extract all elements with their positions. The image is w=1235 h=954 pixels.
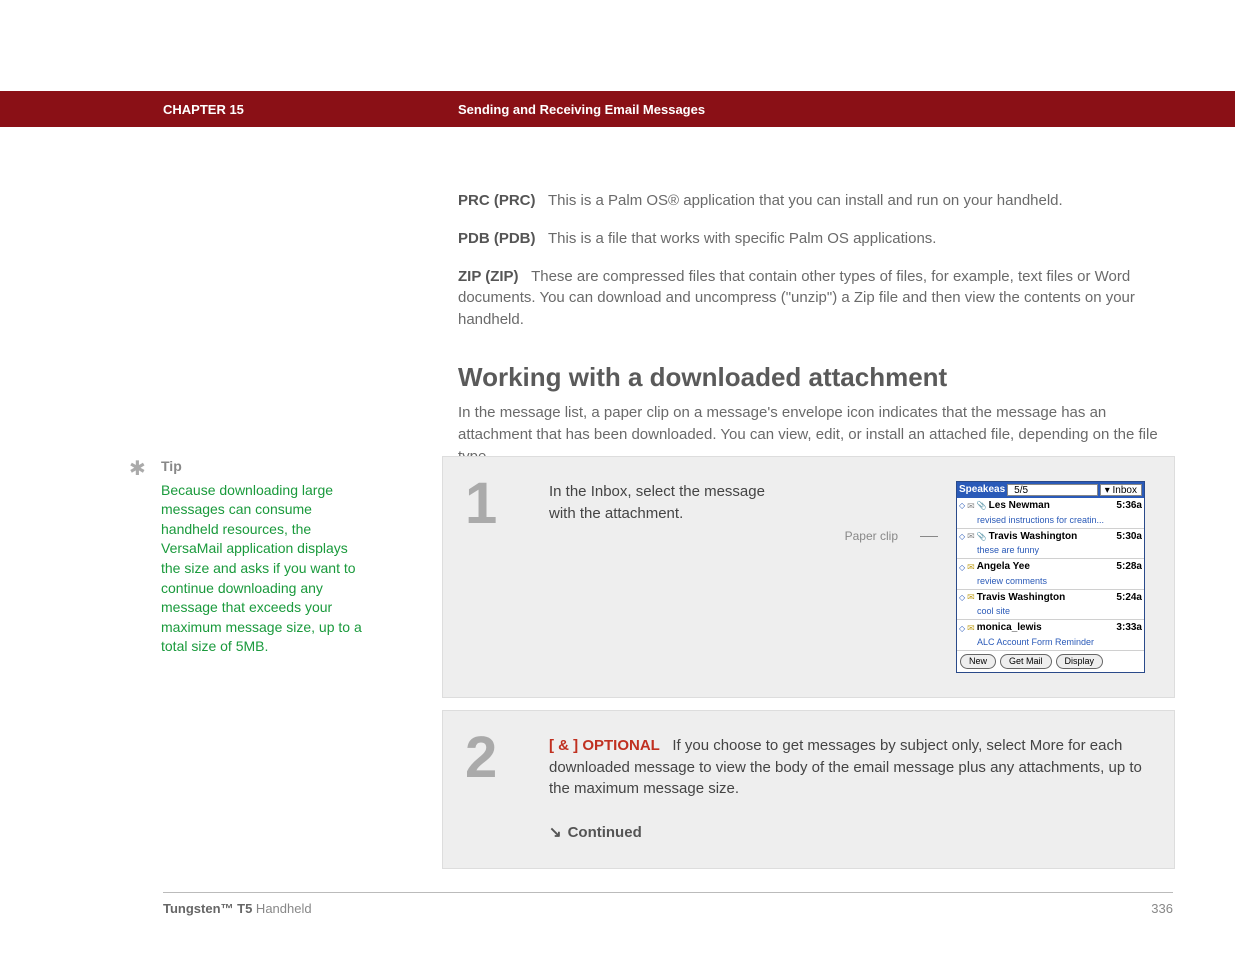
definition-body: This is a file that works with specific … bbox=[536, 230, 937, 247]
palm-from: Travis Washington bbox=[977, 591, 1115, 606]
continued-label: Continued bbox=[568, 822, 642, 844]
bullet-icon: ◇ bbox=[959, 562, 965, 574]
chapter-header: CHAPTER 15 Sending and Receiving Email M… bbox=[0, 91, 1235, 127]
palm-subject: cool site bbox=[959, 605, 1142, 618]
envelope-icon: ✉ bbox=[967, 622, 975, 635]
callout-label: Paper clip bbox=[812, 481, 902, 545]
envelope-icon: ✉ bbox=[967, 561, 975, 574]
palm-buttons: New Get Mail Display bbox=[957, 651, 1144, 672]
page-number: 336 bbox=[1151, 901, 1173, 916]
definition-term: PDB (PDB) bbox=[458, 230, 536, 247]
paperclip-icon: 📎 bbox=[977, 531, 987, 543]
bullet-icon: ◇ bbox=[959, 623, 965, 635]
definition-body: This is a Palm OS® application that you … bbox=[536, 192, 1063, 209]
step-2-text: [ & ] OPTIONAL If you choose to get mess… bbox=[549, 735, 1146, 800]
palm-account: Speakeas bbox=[959, 483, 1005, 498]
palm-message-row: ◇✉Angela Yee5:28areview comments bbox=[957, 559, 1144, 590]
palm-subject: review comments bbox=[959, 575, 1142, 588]
continued-row: ↘ Continued bbox=[549, 822, 1146, 844]
palm-message-row: ◇✉📎Les Newman5:36arevised instructions f… bbox=[957, 498, 1144, 529]
palm-message-row: ◇✉monica_lewis3:33aALC Account Form Remi… bbox=[957, 620, 1144, 651]
step-1: 1 In the Inbox, select the message with … bbox=[442, 456, 1175, 698]
step-1-text: In the Inbox, select the message with th… bbox=[549, 481, 794, 525]
palm-time: 5:24a bbox=[1116, 591, 1142, 606]
asterisk-icon: ✱ bbox=[129, 455, 146, 483]
palm-time: 5:28a bbox=[1116, 560, 1142, 575]
tip-body: Because downloading large messages can c… bbox=[161, 481, 371, 657]
paperclip-icon: 📎 bbox=[977, 500, 987, 512]
palm-subject: these are funny bbox=[959, 544, 1142, 557]
palm-screenshot: Speakeas 5/5 ▾ Inbox ◇✉📎Les Newman5:36ar… bbox=[956, 481, 1145, 673]
definition-row: PRC (PRC) This is a Palm OS® application… bbox=[458, 190, 1173, 212]
bullet-icon: ◇ bbox=[959, 592, 965, 604]
palm-from: Les Newman bbox=[989, 499, 1115, 514]
body-column: PRC (PRC) This is a Palm OS® application… bbox=[458, 190, 1173, 468]
step-number: 2 bbox=[465, 735, 519, 844]
palm-subject: ALC Account Form Reminder bbox=[959, 636, 1142, 649]
palm-time: 5:30a bbox=[1116, 530, 1142, 545]
steps-container: 1 In the Inbox, select the message with … bbox=[442, 456, 1175, 881]
palm-from: Angela Yee bbox=[977, 560, 1115, 575]
step-number: 1 bbox=[465, 481, 519, 673]
envelope-icon: ✉ bbox=[967, 591, 975, 604]
tip-block: ✱ Tip Because downloading large messages… bbox=[131, 457, 371, 657]
bullet-icon: ◇ bbox=[959, 531, 965, 543]
definition-term: PRC (PRC) bbox=[458, 192, 536, 209]
palm-button: Display bbox=[1056, 654, 1104, 669]
bullet-icon: ◇ bbox=[959, 500, 965, 512]
envelope-icon: ✉ bbox=[967, 500, 975, 513]
palm-message-row: ◇✉📎Travis Washington5:30athese are funny bbox=[957, 529, 1144, 560]
palm-subject: revised instructions for creatin... bbox=[959, 514, 1142, 527]
palm-button: New bbox=[960, 654, 996, 669]
definition-row: PDB (PDB) This is a file that works with… bbox=[458, 228, 1173, 250]
palm-time: 3:33a bbox=[1116, 621, 1142, 636]
tip-label: Tip bbox=[161, 457, 371, 477]
palm-from: Travis Washington bbox=[989, 530, 1115, 545]
palm-folder: ▾ Inbox bbox=[1100, 484, 1142, 496]
optional-tag: [ & ] OPTIONAL bbox=[549, 737, 660, 754]
chapter-label: CHAPTER 15 bbox=[163, 102, 244, 117]
palm-time: 5:36a bbox=[1116, 499, 1142, 514]
chapter-title: Sending and Receiving Email Messages bbox=[458, 102, 705, 117]
definition-term: ZIP (ZIP) bbox=[458, 268, 519, 285]
section-heading: Working with a downloaded attachment bbox=[458, 359, 1173, 397]
step-2: 2 [ & ] OPTIONAL If you choose to get me… bbox=[442, 710, 1175, 869]
product-name: Tungsten™ T5 Handheld bbox=[163, 901, 312, 916]
palm-button: Get Mail bbox=[1000, 654, 1052, 669]
definition-body: These are compressed files that contain … bbox=[458, 268, 1135, 329]
palm-from: monica_lewis bbox=[977, 621, 1115, 636]
callout-line bbox=[920, 536, 938, 537]
palm-counter: 5/5 bbox=[1007, 484, 1098, 496]
continued-arrow-icon: ↘ bbox=[549, 822, 562, 844]
page-footer: Tungsten™ T5 Handheld 336 bbox=[163, 892, 1173, 916]
palm-message-row: ◇✉Travis Washington5:24acool site bbox=[957, 590, 1144, 621]
definition-row: ZIP (ZIP) These are compressed files tha… bbox=[458, 266, 1173, 331]
envelope-icon: ✉ bbox=[967, 530, 975, 543]
palm-header: Speakeas 5/5 ▾ Inbox bbox=[957, 482, 1144, 498]
